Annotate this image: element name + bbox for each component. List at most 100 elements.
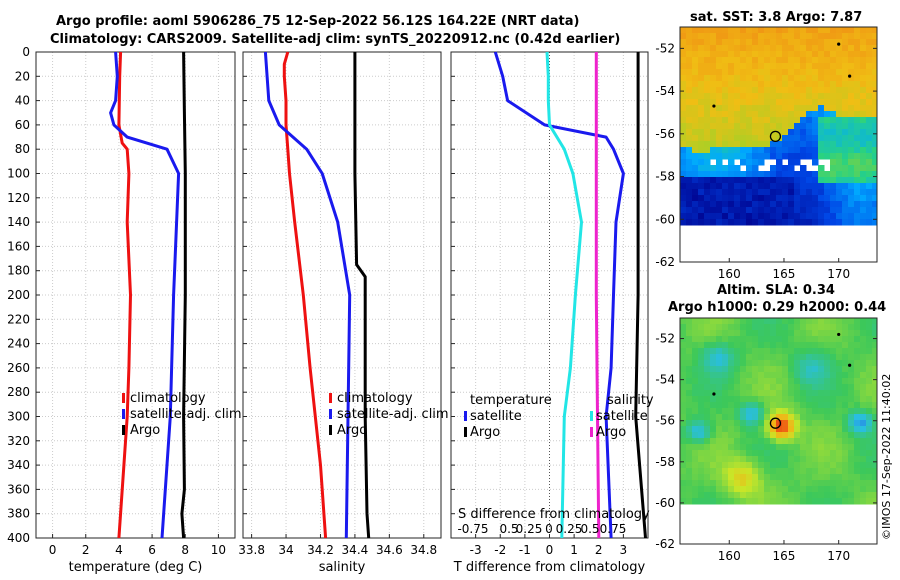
map-cell: [872, 153, 877, 160]
map-cell: [836, 474, 843, 481]
map-cell: [680, 324, 687, 331]
map-cell: [776, 384, 783, 391]
map-cell: [848, 414, 855, 421]
map-cell: [776, 468, 783, 475]
map-cell: [758, 468, 765, 475]
map-cell: [806, 129, 813, 136]
map-cell: [788, 51, 795, 58]
map-cell: [752, 480, 759, 487]
map-cell: [788, 153, 795, 160]
map-cell: [758, 135, 765, 142]
map-cell: [824, 318, 831, 325]
map-cell: [758, 432, 765, 439]
map-cell: [794, 27, 801, 34]
depth-tick-label: 60: [15, 118, 30, 132]
map-cell: [728, 462, 735, 469]
map-cell: [872, 165, 877, 172]
map-cell: [860, 378, 867, 385]
map-cell: [788, 480, 795, 487]
map-cell: [866, 153, 873, 160]
map-cell: [752, 141, 759, 148]
map-cell: [854, 45, 861, 52]
map-cell: [722, 63, 729, 70]
map-cell: [758, 444, 765, 451]
map-cell: [764, 27, 771, 34]
map-cell: [722, 396, 729, 403]
map-cell: [704, 129, 711, 136]
map-cell: [860, 69, 867, 76]
map-cell: [746, 189, 753, 196]
map-cell: [818, 366, 825, 373]
map-cell: [776, 342, 783, 349]
map-cell: [794, 318, 801, 325]
series-line-0: [282, 51, 328, 539]
profile-panel-salinity: 33.8 34 34.2 34.4 34.6 34.8salinityclimatolog…: [238, 51, 449, 575]
map-cell: [782, 360, 789, 367]
map-cell: [824, 420, 831, 427]
depth-tick-label: 220: [7, 312, 30, 326]
map-cell: [722, 324, 729, 331]
map-cell: [860, 135, 867, 142]
map-cell: [776, 105, 783, 112]
map-cell: [686, 348, 693, 355]
map-cell: [860, 336, 867, 343]
map-cell: [812, 171, 819, 178]
map-cell: [782, 207, 789, 214]
map-cell: [806, 378, 813, 385]
map-cell: [872, 189, 877, 196]
map-cell: [764, 378, 771, 385]
map-cell: [764, 390, 771, 397]
map-cell: [818, 318, 825, 325]
map-cell: [734, 396, 741, 403]
map-cell: [704, 450, 711, 457]
map-cell: [764, 111, 771, 118]
map-cell: [722, 165, 729, 172]
depth-tick-label: 240: [7, 337, 30, 351]
map-cell: [698, 342, 705, 349]
map-lon-label: 160: [718, 549, 741, 563]
map-cell: [776, 432, 783, 439]
legend-label: Argo: [470, 425, 500, 440]
map-cell: [788, 342, 795, 349]
map-cell: [728, 354, 735, 361]
map-cell: [746, 492, 753, 499]
map-cell: [710, 27, 717, 34]
map-cell: [812, 450, 819, 457]
map-cell: [680, 75, 687, 82]
map-cell: [752, 456, 759, 463]
map-cell: [728, 69, 735, 76]
map-cell: [734, 462, 741, 469]
map-cell: [812, 420, 819, 427]
map-cell: [728, 159, 735, 166]
map-cell: [800, 39, 807, 46]
map-cell: [800, 420, 807, 427]
map-cell: [716, 177, 723, 184]
map-cell: [830, 474, 837, 481]
depth-tick-label: 340: [7, 458, 30, 472]
map-cell: [836, 159, 843, 166]
map-cell: [812, 396, 819, 403]
map-cell: [854, 141, 861, 148]
map-cell: [782, 171, 789, 178]
map-cell: [746, 414, 753, 421]
map-cell: [800, 129, 807, 136]
island-marker: [712, 392, 716, 396]
map-cell: [860, 408, 867, 415]
map-cell: [764, 462, 771, 469]
map-lat-label: -58: [655, 455, 675, 469]
map-cell: [728, 195, 735, 202]
map-cell: [716, 159, 723, 166]
map-cell: [788, 420, 795, 427]
map-cell: [866, 183, 873, 190]
legend-swatch: [464, 427, 467, 437]
map-cell: [818, 45, 825, 52]
map-cell: [734, 147, 741, 154]
map-cell: [734, 129, 741, 136]
map-cell: [800, 408, 807, 415]
map-cell: [866, 396, 873, 403]
map-cell: [692, 87, 699, 94]
map-cell: [824, 480, 831, 487]
map-cell: [740, 438, 747, 445]
map-cell: [836, 354, 843, 361]
map-cell: [698, 129, 705, 136]
